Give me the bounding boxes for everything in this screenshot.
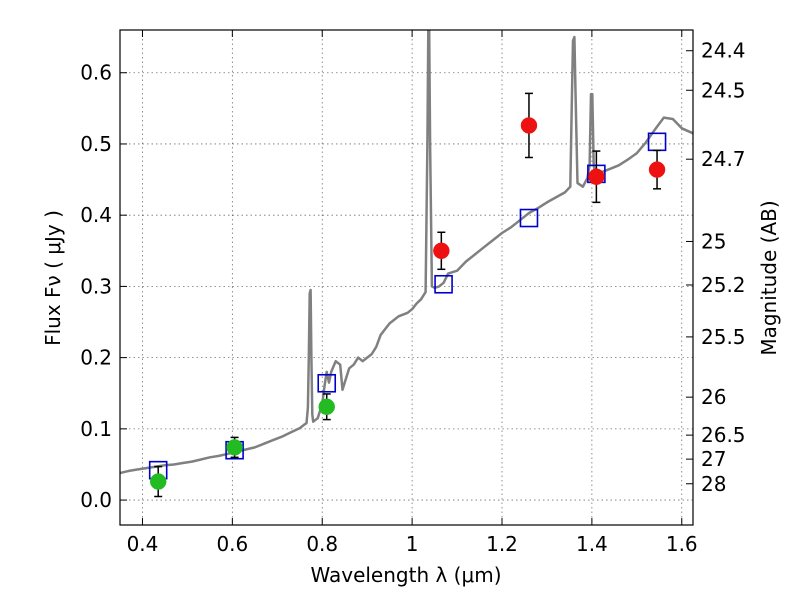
y-tick-label: 0.5 — [80, 132, 112, 156]
ticks-layer: 0.4 0.6 0.8 1 1.2 1.4 1.6 0.0 0.1 0.2 0.3 0.4 0.5 0.6… — [80, 30, 746, 556]
right-tick-label: 27 — [701, 447, 726, 471]
observed-point — [433, 242, 450, 260]
observed-point — [648, 161, 666, 178]
x-tick-label: 0.8 — [306, 532, 338, 556]
model-square-point — [519, 208, 539, 228]
right-tick-label: 25.2 — [701, 273, 746, 297]
observed-point — [226, 439, 243, 456]
model-square-point — [317, 373, 337, 393]
right-tick-label: 24.5 — [701, 78, 746, 102]
x-tick-label: 0.4 — [127, 532, 159, 556]
observed-point — [149, 473, 167, 490]
observed-point — [318, 398, 335, 416]
grid-layer — [120, 30, 693, 525]
x-tick-label: 1.2 — [486, 532, 518, 556]
data-layer — [120, 30, 693, 498]
right-axis-label: Magnitude (AB) — [757, 200, 781, 355]
right-tick-label: 28 — [701, 472, 726, 496]
y-axis-label: Flux Fν ( μJy ) — [41, 210, 65, 346]
right-tick-label: 24.4 — [701, 39, 746, 63]
y-tick-label: 0.2 — [80, 346, 112, 370]
right-tick-label: 26 — [701, 385, 726, 409]
x-tick-label: 1.4 — [576, 532, 608, 556]
y-tick-label: 0.0 — [80, 488, 112, 512]
x-tick-label: 1.6 — [666, 532, 698, 556]
plot-frame — [119, 29, 694, 526]
y-tick-label: 0.1 — [80, 417, 112, 441]
x-tick-label: 0.6 — [216, 532, 248, 556]
right-tick-label: 24.7 — [701, 147, 746, 171]
y-tick-label: 0.6 — [80, 61, 112, 85]
right-tick-label: 26.5 — [701, 423, 746, 447]
observed-point — [588, 168, 605, 185]
x-axis-label: Wavelength λ (μm) — [310, 563, 501, 587]
right-tick-label: 25.5 — [701, 325, 746, 349]
y-tick-label: 0.4 — [80, 203, 112, 227]
x-tick-label: 1 — [406, 532, 419, 556]
model-square-point — [434, 274, 453, 294]
observed-point — [520, 117, 538, 134]
y-tick-label: 0.3 — [80, 274, 112, 298]
right-tick-label: 25 — [701, 229, 726, 253]
spectrum-line — [120, 30, 693, 475]
